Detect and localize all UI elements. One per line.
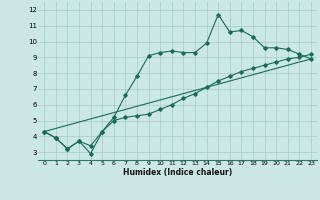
X-axis label: Humidex (Indice chaleur): Humidex (Indice chaleur) [123,168,232,177]
